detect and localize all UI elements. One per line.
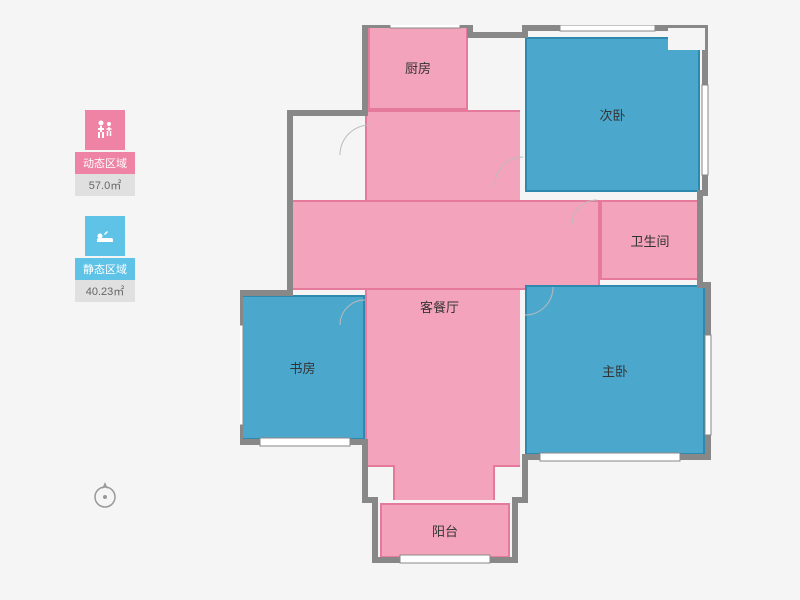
room-master-bedroom: 主卧 [525, 285, 705, 455]
legend-static-label: 静态区域 [75, 258, 135, 280]
room-living-dining-label: 客餐厅 [420, 297, 459, 316]
room-bathroom: 卫生间 [600, 200, 700, 280]
legend-dynamic-value: 57.0㎡ [75, 174, 135, 196]
compass-icon [90, 480, 120, 510]
room-secondary-bedroom: 次卧 [525, 37, 700, 192]
room-study: 书房 [240, 295, 365, 440]
legend-static: 静态区域 40.23㎡ [75, 216, 135, 302]
legend-dynamic: 动态区域 57.0㎡ [75, 110, 135, 196]
room-bathroom-label: 卫生间 [630, 231, 669, 250]
room-secondary-bedroom-label: 次卧 [599, 105, 625, 124]
floorplan: 厨房 次卧 卫生间 客餐厅 书房 主卧 阳台 [240, 25, 740, 585]
room-balcony: 阳台 [380, 503, 510, 558]
room-kitchen-label: 厨房 [405, 58, 431, 77]
sleep-icon [85, 216, 125, 256]
legend-panel: 动态区域 57.0㎡ 静态区域 40.23㎡ [75, 110, 135, 322]
room-living-merge [367, 202, 518, 288]
legend-dynamic-label: 动态区域 [75, 152, 135, 174]
legend-static-value: 40.23㎡ [75, 280, 135, 302]
room-study-label: 书房 [289, 358, 315, 377]
room-kitchen: 厨房 [368, 25, 468, 110]
room-living-indent [365, 465, 395, 500]
room-master-bedroom-label: 主卧 [602, 361, 628, 380]
room-living-indent2 [493, 465, 520, 500]
room-balcony-label: 阳台 [432, 521, 458, 540]
people-icon [85, 110, 125, 150]
